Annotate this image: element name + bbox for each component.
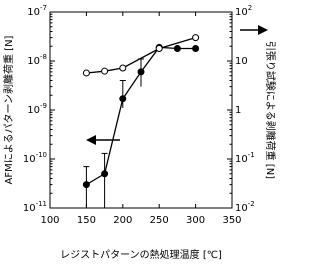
x-tick-label: 350 [222,215,241,226]
data-point [82,69,90,77]
tick-base: 10 [23,154,36,165]
x-tick-label: 200 [113,215,132,226]
y-tick-label: 10-8 [27,53,47,67]
tick-exponent: 2 [248,4,252,12]
x-tick-label: 150 [77,215,96,226]
data-point [155,44,163,52]
tick-exponent: -11 [36,200,47,208]
x-axis-title: レジストパターンの熱処理温度 [℃] [60,248,222,261]
y-axis-title: AFMによるパターン剥離荷重 [N] [2,35,15,184]
y2-tick-label: 10 [235,56,248,67]
tick-base: 10 [27,7,40,18]
tick-exponent: -8 [40,53,47,61]
plot-frame [49,11,233,209]
y2-tick-label: 10-1 [235,151,255,165]
y2-tick-label: 102 [235,4,252,18]
x-tick-label: 100 [40,215,59,226]
tick-base: 10 [27,105,40,116]
data-point [173,44,181,52]
x-tick-label: 250 [150,215,169,226]
x-tick-label: 300 [186,215,205,226]
tick-base: 10 [235,203,248,214]
y-tick-label: 10-7 [27,4,47,18]
data-point [82,181,90,189]
y-tick-label: 10-10 [23,151,47,165]
data-point [137,68,145,76]
data-point [119,95,127,103]
y-tick-label: 10-9 [27,102,47,116]
tick-exponent: -1 [248,151,255,159]
tick-exponent: -10 [36,151,47,159]
y2-axis-title: 引張り試験による剥離荷重 [N] [264,41,277,179]
tick-base: 10 [235,7,248,18]
y-tick-label: 10-11 [23,200,47,214]
tick-base: 10 [27,56,40,67]
right-arrow [240,25,268,35]
tick-exponent: -7 [40,4,47,12]
chart: レジストパターンの熱処理温度 [℃] AFMによるパターン剥離荷重 [N] 引張… [2,4,277,261]
data-point [101,170,109,178]
tick-base: 10 [23,203,36,214]
tick-exponent: -2 [248,200,255,208]
tick-exponent: -9 [40,102,47,110]
data-point [119,64,127,72]
data-point [192,44,200,52]
data-point [192,34,200,42]
left-arrow [86,135,120,145]
y2-tick-label: 10-2 [235,200,255,214]
data-point [101,67,109,75]
y2-tick-label: 1 [235,105,241,116]
tick-base: 10 [235,154,248,165]
